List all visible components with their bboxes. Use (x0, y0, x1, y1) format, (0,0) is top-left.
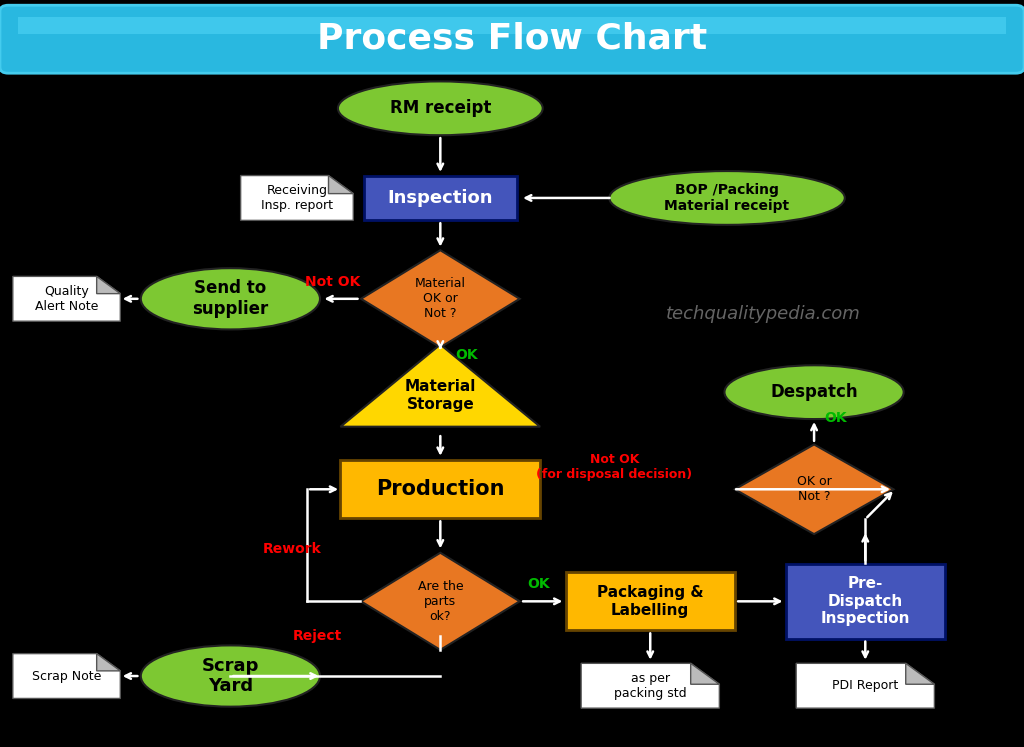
Polygon shape (735, 444, 893, 534)
Text: Production: Production (376, 480, 505, 499)
Polygon shape (797, 663, 934, 708)
Text: OK: OK (527, 577, 550, 591)
Text: Rework: Rework (262, 542, 322, 556)
Polygon shape (360, 250, 519, 347)
Bar (8, 9, 1016, 67)
Text: RM receipt: RM receipt (390, 99, 490, 117)
Text: Pre-
Dispatch
Inspection: Pre- Dispatch Inspection (820, 577, 910, 626)
Text: Reject: Reject (293, 630, 342, 643)
Text: OK or
Not ?: OK or Not ? (797, 475, 831, 503)
FancyBboxPatch shape (0, 5, 1024, 73)
Ellipse shape (725, 365, 904, 419)
Text: PDI Report: PDI Report (833, 679, 898, 692)
Text: Not OK
(for disposal decision): Not OK (for disposal decision) (537, 453, 692, 481)
Text: Material
OK or
Not ?: Material OK or Not ? (415, 277, 466, 320)
Ellipse shape (141, 645, 319, 707)
Ellipse shape (338, 81, 543, 135)
Polygon shape (360, 553, 519, 650)
Bar (786, 564, 944, 639)
Text: Not OK: Not OK (305, 276, 360, 289)
Text: Material
Storage: Material Storage (404, 379, 476, 412)
Bar (364, 176, 517, 220)
Text: Scrap Note: Scrap Note (32, 669, 101, 683)
Polygon shape (340, 344, 541, 427)
Bar (18, 17, 1006, 34)
Text: OK: OK (456, 348, 478, 362)
Polygon shape (13, 276, 121, 321)
Polygon shape (241, 176, 353, 220)
Text: as per
packing std: as per packing std (614, 672, 686, 700)
Text: Quality
Alert Note: Quality Alert Note (35, 285, 98, 313)
Ellipse shape (609, 171, 845, 225)
Polygon shape (96, 276, 121, 294)
Polygon shape (690, 663, 719, 684)
Text: Scrap
Yard: Scrap Yard (202, 657, 259, 695)
Text: Receiving
Insp. report: Receiving Insp. report (261, 184, 333, 212)
Polygon shape (582, 663, 719, 708)
Text: Send to
supplier: Send to supplier (193, 279, 268, 318)
Polygon shape (329, 176, 353, 193)
Polygon shape (13, 654, 121, 698)
Text: Process Flow Chart: Process Flow Chart (316, 21, 708, 55)
Text: Are the
parts
ok?: Are the parts ok? (418, 580, 463, 623)
Polygon shape (905, 663, 934, 684)
Bar (565, 572, 735, 630)
Text: Despatch: Despatch (770, 383, 858, 401)
Text: BOP /Packing
Material receipt: BOP /Packing Material receipt (665, 183, 790, 213)
Text: techqualitypedia.com: techqualitypedia.com (666, 305, 860, 323)
Ellipse shape (141, 268, 319, 329)
Polygon shape (96, 654, 121, 671)
Bar (340, 460, 541, 518)
Text: OK: OK (824, 412, 847, 425)
Text: Packaging &
Labelling: Packaging & Labelling (597, 585, 703, 618)
Text: Inspection: Inspection (387, 189, 494, 207)
